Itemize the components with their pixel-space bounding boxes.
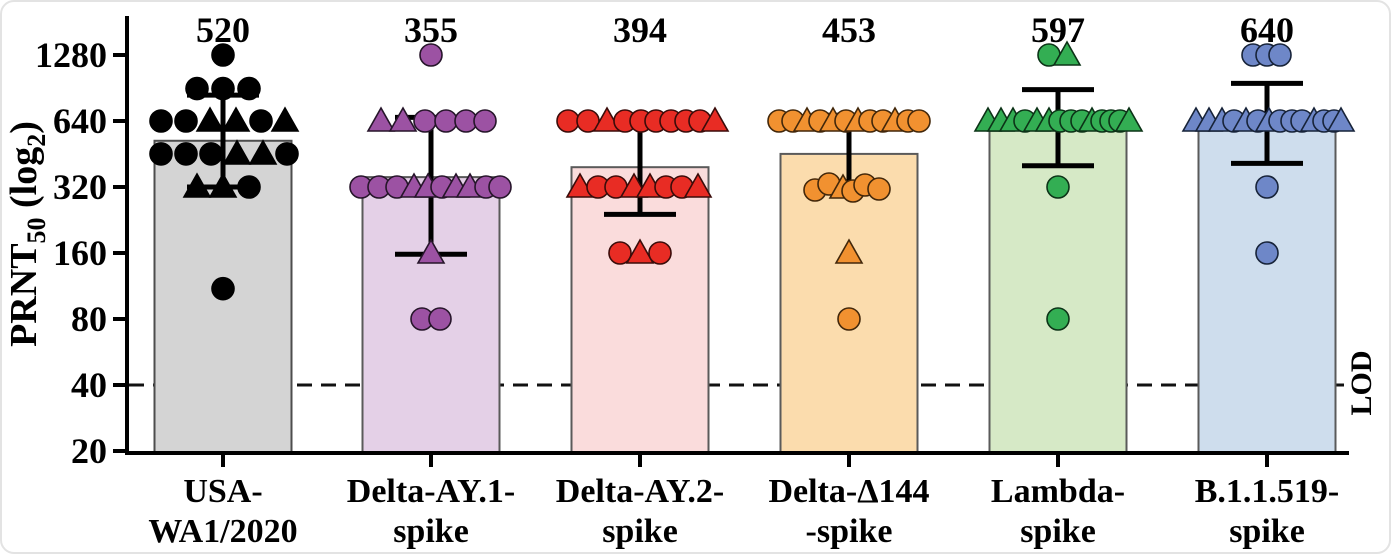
data-point-circle	[174, 109, 198, 133]
x-category-label: -spike	[806, 513, 893, 550]
data-point-triangle	[388, 106, 418, 132]
data-point-circle	[1046, 307, 1070, 331]
x-category-label: USA-	[183, 473, 262, 510]
data-point-circle	[648, 241, 672, 265]
data-point-circle	[428, 307, 452, 331]
data-point-circle	[199, 142, 223, 166]
data-point-circle	[1255, 241, 1279, 265]
data-point-circle	[556, 109, 580, 133]
data-point-triangle	[208, 172, 238, 198]
y-tick-label: 80	[71, 299, 107, 339]
data-point-circle	[488, 175, 512, 199]
bar-delta-δ144-spike	[779, 152, 919, 454]
data-point-triangle	[248, 139, 278, 165]
y-axis-label: PRNT50 (log2)	[3, 121, 51, 347]
data-point-triangle	[416, 238, 446, 264]
x-category-label: Delta-AY.1-	[347, 473, 515, 510]
gmt-label: 640	[1240, 10, 1294, 50]
data-point-circle	[249, 109, 273, 133]
data-point-circle	[211, 276, 235, 301]
y-tick-label: 40	[71, 365, 107, 405]
data-point-triangle	[625, 238, 655, 264]
data-point-circle	[419, 43, 443, 67]
x-category-label: spike	[602, 513, 678, 550]
data-point-triangle	[270, 106, 300, 132]
data-point-triangle	[221, 106, 251, 132]
y-tick-label: 640	[53, 101, 107, 141]
data-point-triangle	[222, 139, 252, 165]
data-point-circle	[174, 142, 198, 166]
y-tick-label: 160	[53, 233, 107, 273]
y-tick-label: 320	[53, 167, 107, 207]
data-point-circle	[837, 307, 861, 331]
data-point-circle	[185, 76, 209, 101]
data-point-triangle	[195, 106, 225, 132]
data-point-circle	[149, 142, 173, 166]
gmt-label: 520	[196, 10, 250, 50]
data-point-circle	[211, 76, 235, 101]
gmt-label: 453	[822, 10, 876, 50]
data-point-triangle	[700, 106, 730, 132]
data-point-circle	[211, 43, 235, 67]
gmt-label: 597	[1031, 10, 1085, 50]
data-point-triangle	[182, 172, 212, 198]
data-point-circle	[473, 109, 497, 133]
data-point-circle	[237, 76, 261, 101]
x-category-label: spike	[1229, 513, 1305, 550]
x-category-label: spike	[393, 513, 469, 550]
x-category-label: B.1.1.519-	[1195, 473, 1340, 510]
data-point-triangle	[366, 106, 396, 132]
data-point-circle	[237, 175, 261, 199]
gmt-label: 394	[613, 10, 667, 50]
data-point-triangle	[1326, 106, 1356, 132]
x-category-label: Delta-AY.2-	[556, 473, 724, 510]
x-category-label: Lambda-	[991, 473, 1125, 510]
data-point-circle	[149, 109, 173, 133]
data-point-circle	[867, 177, 891, 201]
data-point-triangle	[1052, 40, 1082, 66]
y-tick-label: 20	[71, 431, 107, 471]
data-point-circle	[907, 109, 931, 133]
data-point-triangle	[683, 172, 713, 198]
data-point-circle	[434, 109, 458, 133]
data-point-triangle	[1114, 106, 1144, 132]
data-point-triangle	[834, 238, 864, 264]
data-point-circle	[1268, 43, 1292, 67]
data-point-circle	[275, 142, 299, 166]
data-point-circle	[608, 241, 632, 265]
x-category-label: Delta-Δ144	[768, 473, 929, 510]
data-point-circle	[1046, 175, 1070, 199]
bar-b.1.1.519-spike	[1197, 120, 1337, 454]
y-tick-label: 1280	[35, 35, 107, 75]
x-category-label: spike	[1020, 513, 1096, 550]
lod-label: LOD	[1345, 350, 1378, 415]
data-point-circle	[413, 109, 437, 133]
x-category-label: WA1/2020	[148, 513, 297, 550]
gmt-label: 355	[404, 10, 458, 50]
data-point-circle	[1255, 175, 1279, 199]
